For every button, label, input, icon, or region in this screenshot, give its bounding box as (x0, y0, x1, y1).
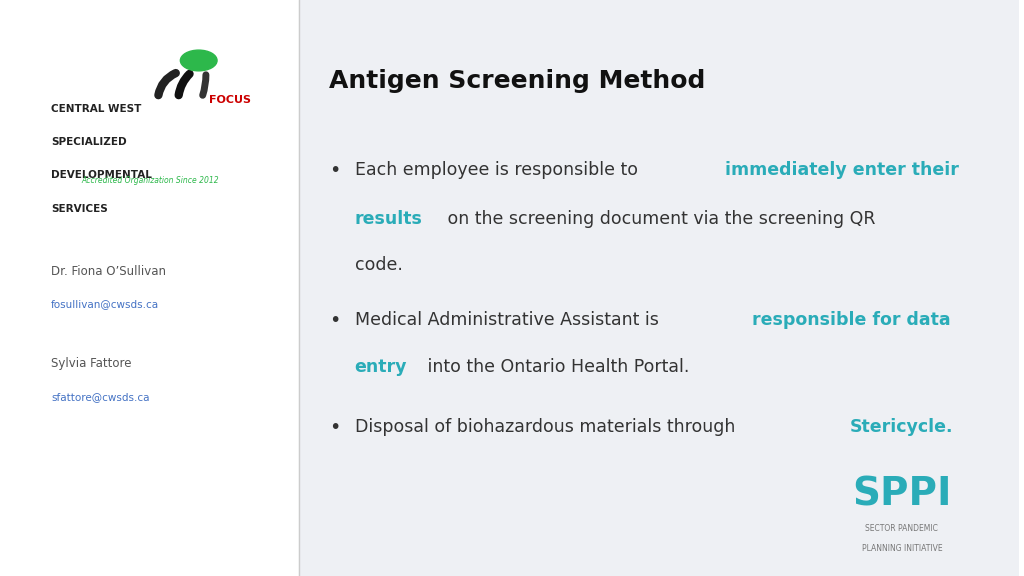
Text: Disposal of biohazardous materials through: Disposal of biohazardous materials throu… (354, 418, 740, 435)
Text: SPECIALIZED: SPECIALIZED (51, 137, 127, 147)
Circle shape (180, 50, 217, 71)
Text: •: • (329, 161, 341, 180)
Text: SERVICES: SERVICES (51, 204, 108, 214)
FancyArrowPatch shape (203, 75, 206, 95)
Text: sfattore@cwsds.ca: sfattore@cwsds.ca (51, 392, 150, 401)
Text: •: • (329, 418, 341, 437)
FancyArrowPatch shape (178, 74, 189, 95)
FancyArrowPatch shape (159, 73, 176, 95)
Text: PLANNING INITIATIVE: PLANNING INITIATIVE (861, 544, 942, 554)
Text: SECTOR PANDEMIC: SECTOR PANDEMIC (865, 524, 938, 533)
Text: results: results (354, 210, 423, 228)
Text: code.: code. (354, 256, 402, 274)
Text: Sylvia Fattore: Sylvia Fattore (51, 357, 131, 370)
Text: fosullivan@cwsds.ca: fosullivan@cwsds.ca (51, 300, 159, 309)
Text: entry: entry (354, 358, 408, 376)
Text: Each employee is responsible to: Each employee is responsible to (354, 161, 643, 179)
Text: responsible for data: responsible for data (752, 311, 950, 329)
Text: Dr. Fiona O’Sullivan: Dr. Fiona O’Sullivan (51, 265, 166, 278)
Text: on the screening document via the screening QR: on the screening document via the screen… (441, 210, 876, 228)
Text: Antigen Screening Method: Antigen Screening Method (329, 69, 706, 93)
Bar (299, 0, 1019, 576)
Text: •: • (329, 311, 341, 330)
Bar (0, 0, 299, 576)
Text: immediately enter their: immediately enter their (725, 161, 958, 179)
Text: SPPI: SPPI (852, 475, 951, 513)
Text: FOCUS: FOCUS (209, 95, 251, 105)
Text: into the Ontario Health Portal.: into the Ontario Health Portal. (422, 358, 689, 376)
Text: Stericycle.: Stericycle. (850, 418, 953, 435)
Text: Medical Administrative Assistant is: Medical Administrative Assistant is (354, 311, 664, 329)
Text: CENTRAL WEST: CENTRAL WEST (51, 104, 141, 113)
Text: Accredited Organization Since 2012: Accredited Organization Since 2012 (82, 176, 219, 185)
Text: DEVELOPMENTAL: DEVELOPMENTAL (51, 170, 152, 180)
